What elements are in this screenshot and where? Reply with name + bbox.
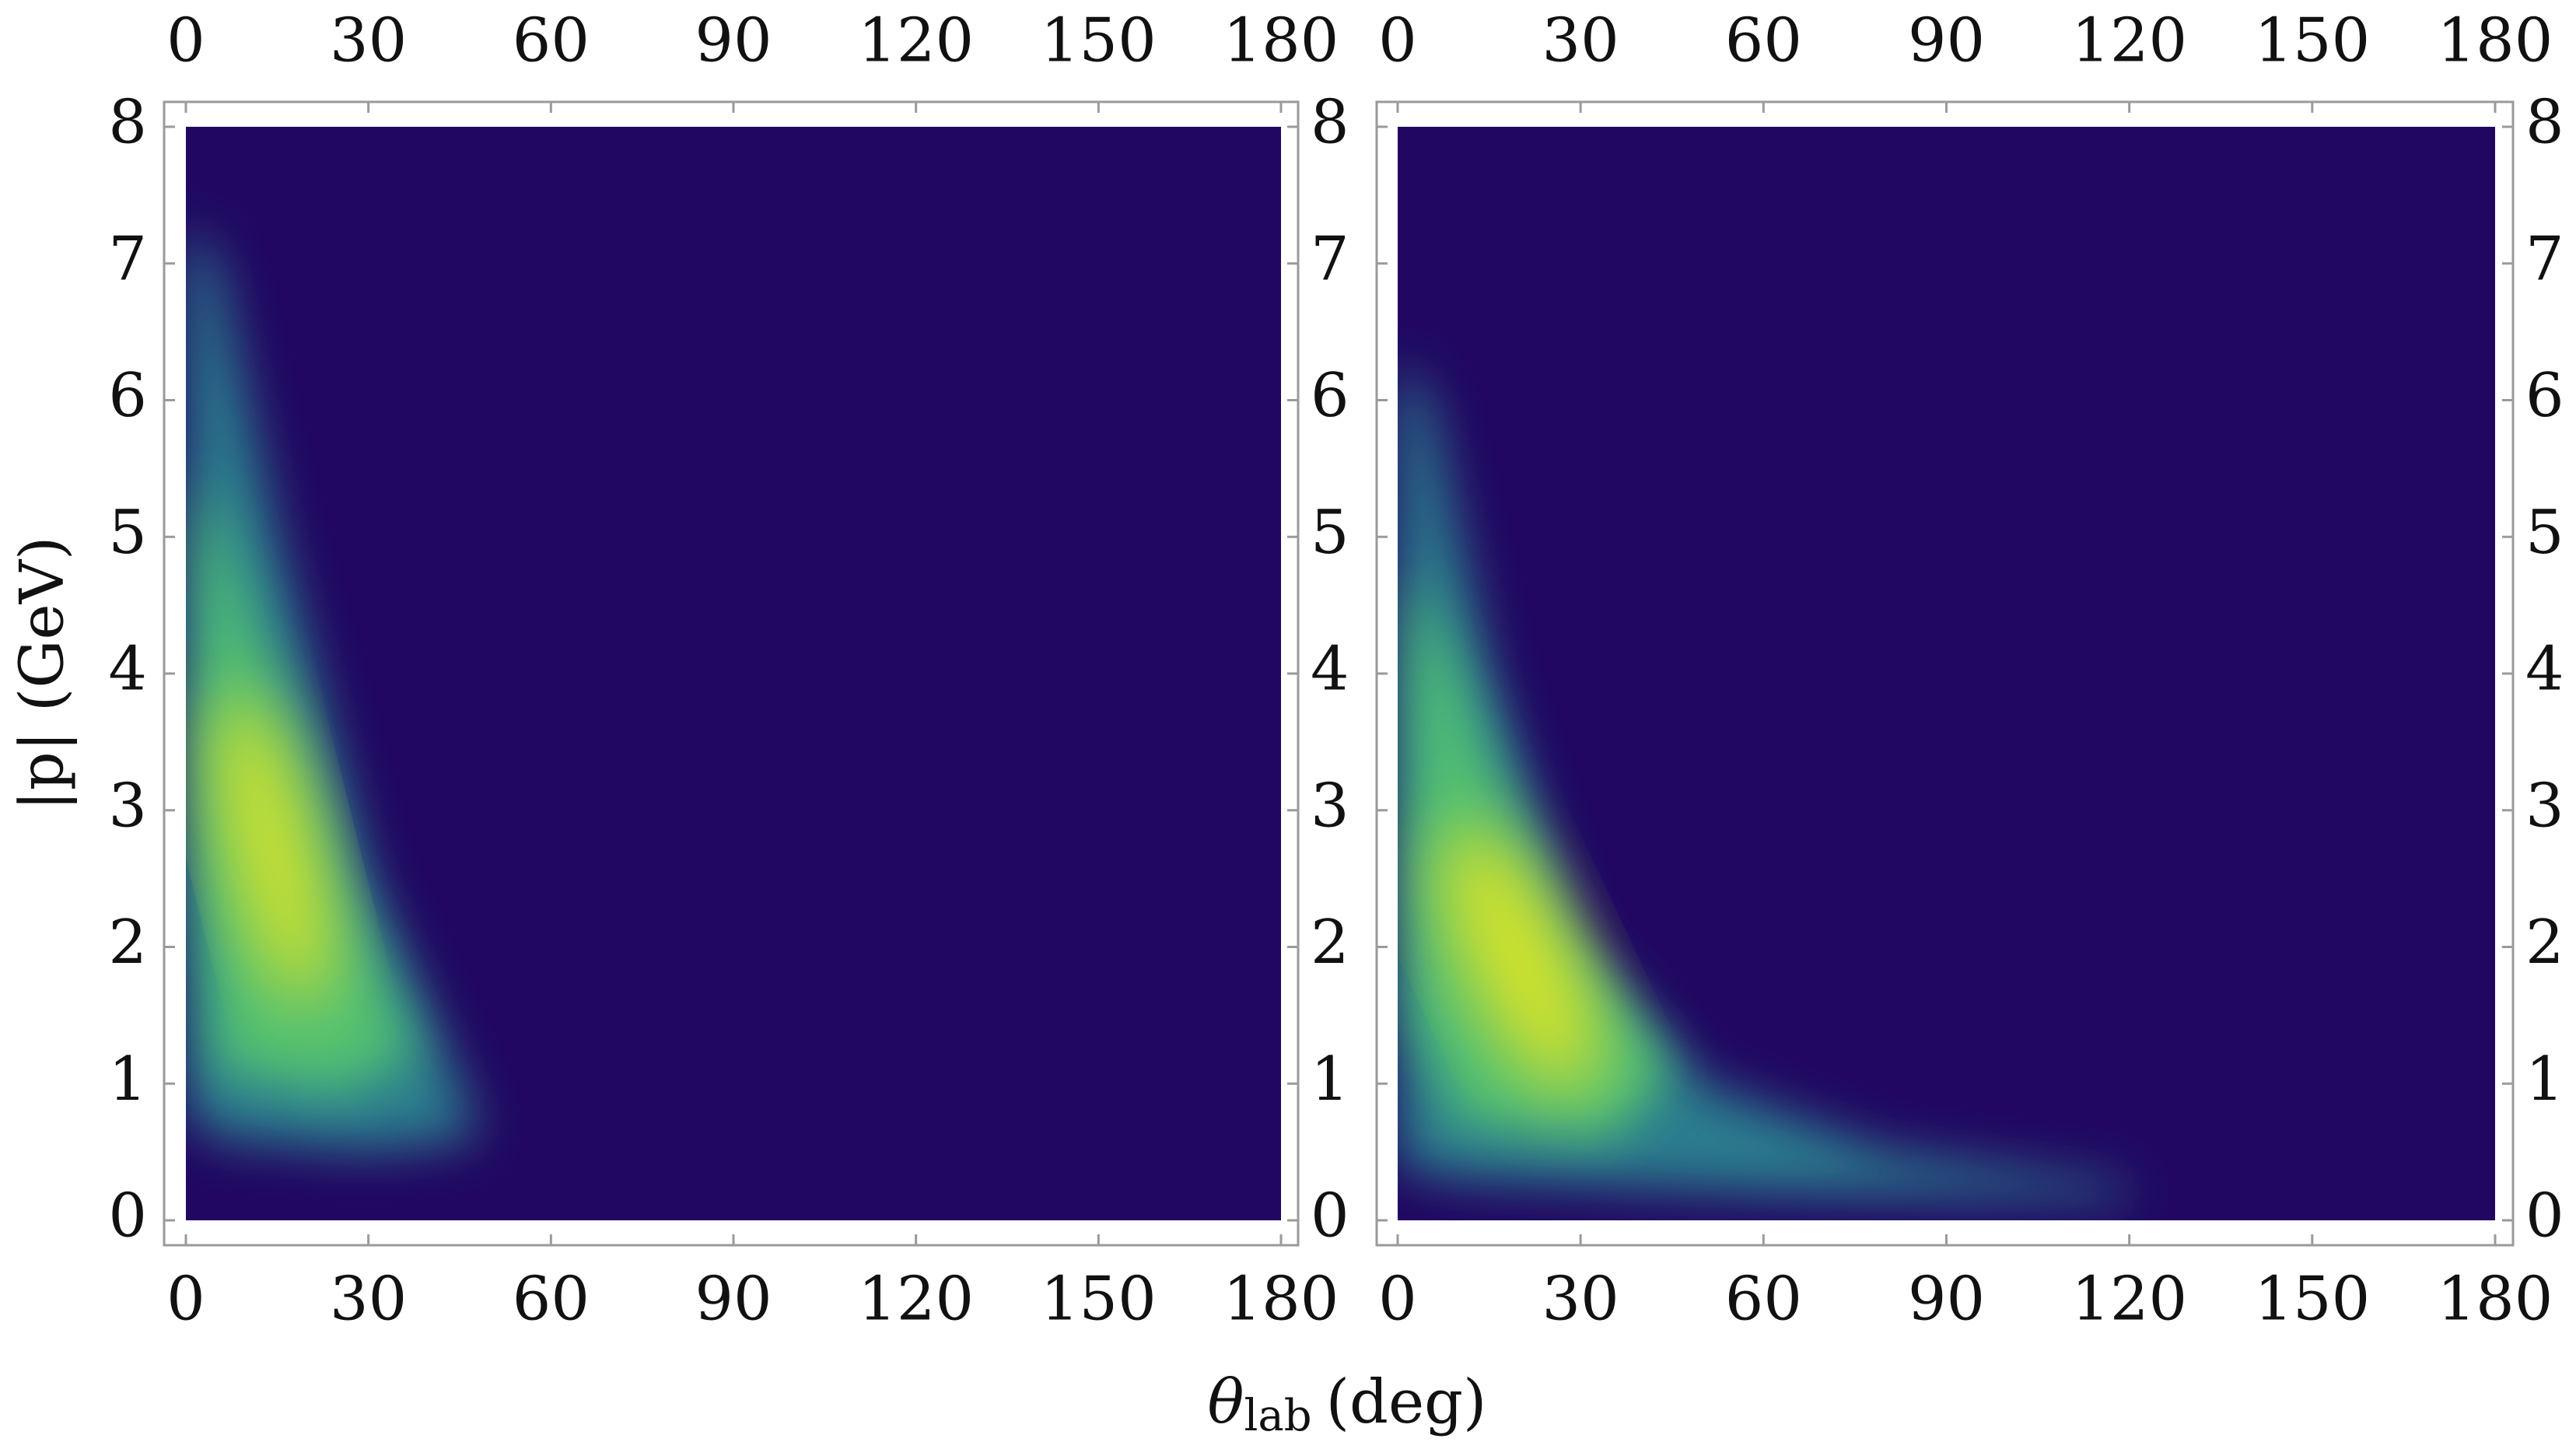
x-tick-label-top: 120 — [858, 6, 974, 76]
x-tick-label-top: 150 — [2254, 6, 2370, 76]
y-tick-label-right: 4 — [1311, 635, 1349, 705]
y-tick-label-right: 8 — [2525, 88, 2564, 158]
x-tick-label: 120 — [858, 1265, 974, 1335]
x-tick-label-top: 30 — [330, 6, 407, 76]
y-tick-label-right: 6 — [1311, 361, 1349, 431]
y-tick-label-right: 0 — [1311, 1181, 1349, 1251]
y-tick-label-right: 7 — [2525, 224, 2564, 294]
y-tick-label-right: 1 — [2525, 1045, 2564, 1115]
x-tick-label: 90 — [1908, 1265, 1985, 1335]
y-tick-label-right: 1 — [1311, 1045, 1349, 1115]
x-tick-label: 30 — [330, 1265, 407, 1335]
x-tick-label-top: 150 — [1041, 6, 1157, 76]
x-tick-label: 180 — [1223, 1265, 1339, 1335]
heatmap-0 — [186, 127, 1281, 1220]
y-tick-label-right: 2 — [2525, 908, 2564, 978]
heatmap-1 — [1398, 127, 2495, 1220]
x-tick-label: 90 — [695, 1265, 772, 1335]
y-tick-label: 8 — [108, 88, 147, 158]
x-tick-label: 60 — [513, 1265, 590, 1335]
y-tick-label-right: 5 — [2525, 498, 2564, 568]
x-tick-label-top: 60 — [1725, 6, 1802, 76]
x-tick-label: 180 — [2438, 1265, 2553, 1335]
x-tick-label-top: 180 — [1223, 6, 1339, 76]
y-tick-label-right: 3 — [1311, 771, 1349, 841]
y-tick-label: 6 — [108, 361, 147, 431]
x-label-unit: (deg) — [1326, 1367, 1487, 1437]
x-tick-label-top: 30 — [1542, 6, 1619, 76]
y-tick-label-right: 5 — [1311, 498, 1349, 568]
x-tick-label: 30 — [1542, 1265, 1619, 1335]
y-tick-label-right: 8 — [1311, 88, 1349, 158]
y-tick-label: 2 — [108, 908, 147, 978]
x-tick-label-top: 90 — [1908, 6, 1985, 76]
x-tick-label: 60 — [1725, 1265, 1802, 1335]
y-tick-label-right: 2 — [1311, 908, 1349, 978]
x-tick-label: 120 — [2071, 1265, 2187, 1335]
y-tick-label: 5 — [108, 498, 147, 568]
x-tick-label: 150 — [2254, 1265, 2370, 1335]
x-label-symbol: θ — [1207, 1367, 1244, 1437]
y-tick-label: 4 — [108, 635, 147, 705]
y-tick-label: 1 — [108, 1045, 147, 1115]
y-tick-label-right: 0 — [2525, 1181, 2564, 1251]
y-tick-label-right: 3 — [2525, 771, 2564, 841]
x-tick-label-top: 180 — [2438, 6, 2553, 76]
y-tick-label-right: 4 — [2525, 635, 2564, 705]
x-tick-label-top: 120 — [2071, 6, 2187, 76]
x-tick-label-top: 60 — [513, 6, 590, 76]
x-tick-label: 0 — [1378, 1265, 1417, 1335]
x-tick-label: 0 — [166, 1265, 205, 1335]
x-tick-label: 150 — [1041, 1265, 1157, 1335]
x-axis-label: θlab (deg) — [1207, 1367, 1486, 1441]
y-axis-label: |p| (GeV) — [8, 537, 78, 811]
y-tick-label: 7 — [108, 224, 147, 294]
y-tick-label: 0 — [108, 1181, 147, 1251]
x-tick-label-top: 0 — [1378, 6, 1417, 76]
x-tick-label-top: 0 — [166, 6, 205, 76]
y-tick-label: 3 — [108, 771, 147, 841]
y-tick-label-right: 7 — [1311, 224, 1349, 294]
y-tick-label-right: 6 — [2525, 361, 2564, 431]
x-label-subscript: lab — [1244, 1391, 1311, 1441]
x-tick-label-top: 90 — [695, 6, 772, 76]
